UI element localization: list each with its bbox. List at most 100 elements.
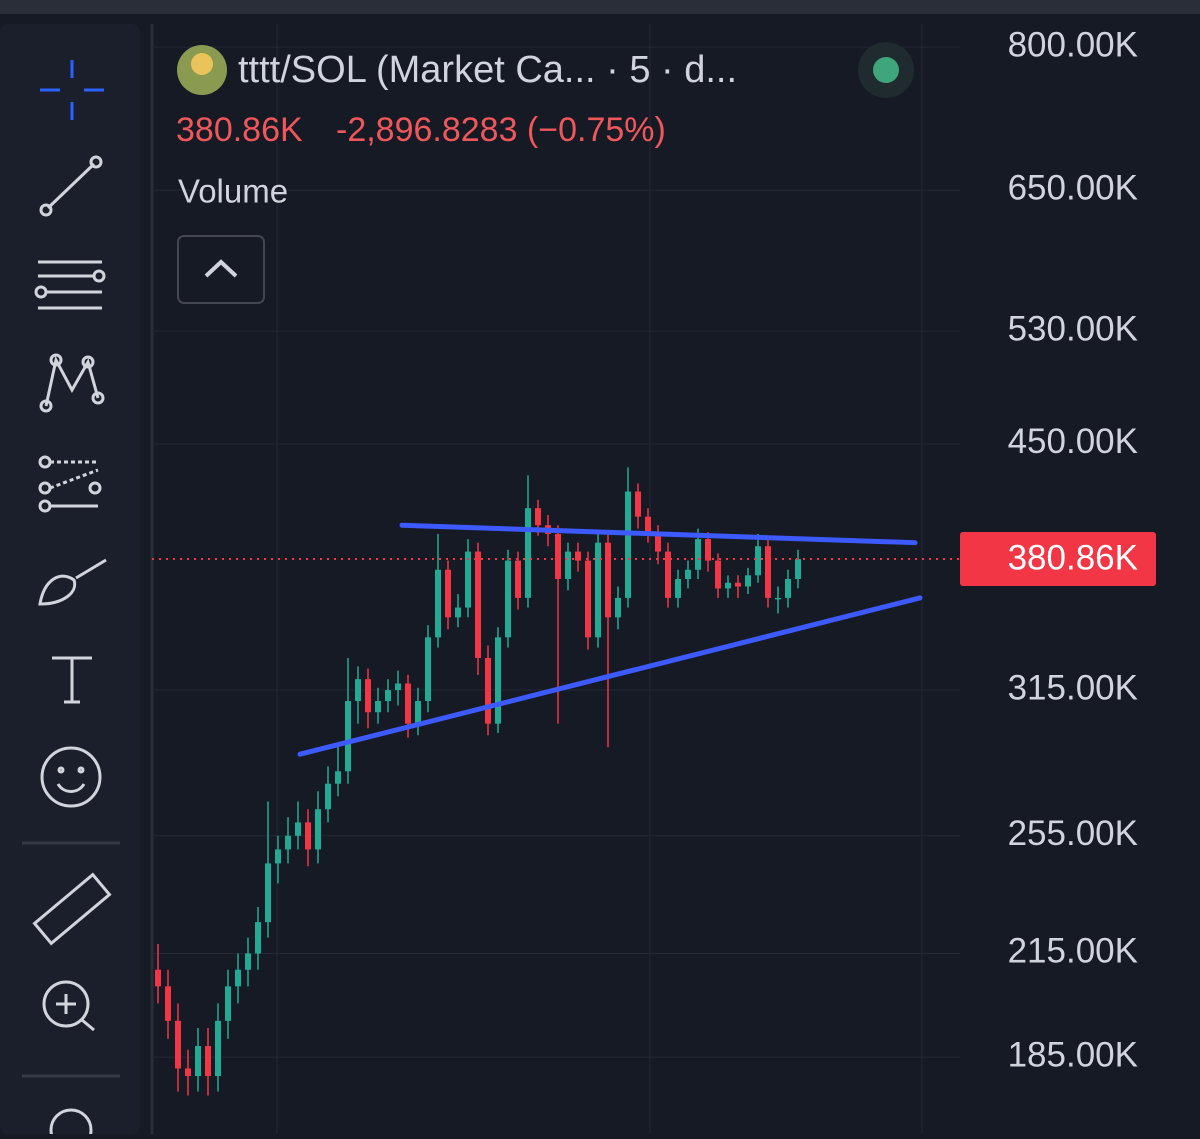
- candle-body: [245, 953, 251, 970]
- candle-body: [215, 1020, 221, 1077]
- y-tick-label: 450.00K: [1008, 422, 1138, 461]
- candle-body: [615, 597, 621, 618]
- candle-body: [165, 986, 171, 1021]
- candle-body: [275, 849, 281, 864]
- candle-body: [395, 683, 401, 691]
- candle-body: [735, 582, 741, 587]
- candle-body: [625, 491, 631, 598]
- grid: [152, 24, 960, 1134]
- zoom-tool[interactable]: [42, 980, 95, 1032]
- status-dot: [873, 57, 899, 83]
- candle-body: [765, 546, 771, 598]
- candle-body: [345, 701, 351, 772]
- trend-line: [297, 595, 923, 757]
- emoji-tool[interactable]: [40, 746, 102, 808]
- candle-body: [525, 508, 531, 598]
- candle-body: [585, 560, 591, 638]
- prediction-tool[interactable]: [38, 455, 102, 513]
- crosshair-tool[interactable]: [40, 60, 104, 120]
- candle-body: [595, 542, 601, 638]
- price: 380.86K: [176, 111, 303, 149]
- brush-tool[interactable]: [38, 558, 107, 606]
- candle-body: [325, 783, 331, 810]
- ruler-tool[interactable]: [32, 872, 112, 946]
- trend-line: [399, 522, 918, 546]
- candle-body: [775, 597, 781, 600]
- y-tick-label: 315.00K: [1008, 668, 1138, 707]
- candle-body: [685, 569, 691, 580]
- candle-body: [555, 533, 561, 580]
- top-bar: [0, 0, 1200, 14]
- candle-body: [715, 560, 721, 589]
- candle-body: [205, 1046, 211, 1077]
- y-tick-label: 530.00K: [1008, 309, 1138, 348]
- candle-body: [505, 560, 511, 638]
- candle-body: [785, 579, 791, 598]
- candle-body: [185, 1068, 191, 1077]
- collapse-button[interactable]: [177, 235, 265, 304]
- candle-body: [195, 1046, 201, 1077]
- candle-body: [695, 539, 701, 570]
- candle-body: [575, 551, 581, 561]
- candle-body: [635, 491, 641, 517]
- last-price-label: 380.86K: [1008, 538, 1138, 577]
- candle-body: [315, 809, 321, 850]
- last-price-box: [960, 532, 1156, 587]
- candle-body: [475, 551, 481, 658]
- candle-body: [655, 533, 661, 552]
- candle-body: [335, 771, 341, 784]
- candle-body: [745, 575, 751, 587]
- candle-body: [305, 822, 311, 850]
- candle-body: [375, 701, 381, 713]
- price-change: -2,896.8283 (−0.75%): [336, 111, 666, 149]
- y-tick-label: 215.00K: [1008, 932, 1138, 971]
- candle-body: [795, 559, 801, 580]
- candle-body: [485, 657, 491, 724]
- candle-body: [605, 542, 611, 618]
- candle-body: [725, 582, 731, 589]
- candle-body: [705, 539, 711, 561]
- candle-body: [365, 679, 371, 713]
- token-avatar-face: [191, 53, 213, 75]
- candle-body: [285, 835, 291, 850]
- indicator-label[interactable]: Volume: [178, 173, 288, 210]
- candle-body: [355, 679, 361, 702]
- candle-body: [295, 822, 301, 836]
- y-tick-label: 800.00K: [1008, 25, 1138, 64]
- candle-body: [445, 569, 451, 618]
- candle-body: [265, 863, 271, 923]
- candle-body: [645, 516, 651, 534]
- candle-body: [425, 637, 431, 702]
- text-tool[interactable]: [52, 656, 92, 704]
- candle-body: [255, 922, 261, 954]
- more-tool[interactable]: [49, 1108, 93, 1139]
- candle-body: [225, 986, 231, 1021]
- candle-body: [235, 969, 241, 987]
- candle-body: [515, 560, 521, 598]
- candle-body: [385, 690, 391, 702]
- plot: [152, 467, 960, 1096]
- trend-line-tool[interactable]: [39, 155, 103, 217]
- candle-body: [175, 1020, 181, 1069]
- symbol-title[interactable]: tttt/SOL (Market Ca... · 5 · d...: [238, 49, 737, 91]
- candle-body: [565, 551, 571, 580]
- candle-body: [155, 969, 161, 987]
- toolbar-icons[interactable]: [22, 60, 120, 1139]
- y-tick-label: 650.00K: [1008, 169, 1138, 208]
- candle-body: [435, 569, 441, 638]
- candle-body: [465, 551, 471, 608]
- candle-body: [415, 701, 421, 724]
- candle-body: [455, 607, 461, 618]
- candle-body: [495, 637, 501, 724]
- candle-body: [755, 546, 761, 576]
- y-tick-label: 185.00K: [1008, 1035, 1138, 1074]
- candle-body: [675, 579, 681, 598]
- candle-body: [405, 683, 411, 724]
- pattern-tool[interactable]: [39, 353, 105, 413]
- y-tick-label: 255.00K: [1008, 814, 1138, 853]
- chevron-up: [204, 259, 238, 278]
- candle-body: [665, 551, 671, 598]
- fib-tool[interactable]: [34, 260, 106, 310]
